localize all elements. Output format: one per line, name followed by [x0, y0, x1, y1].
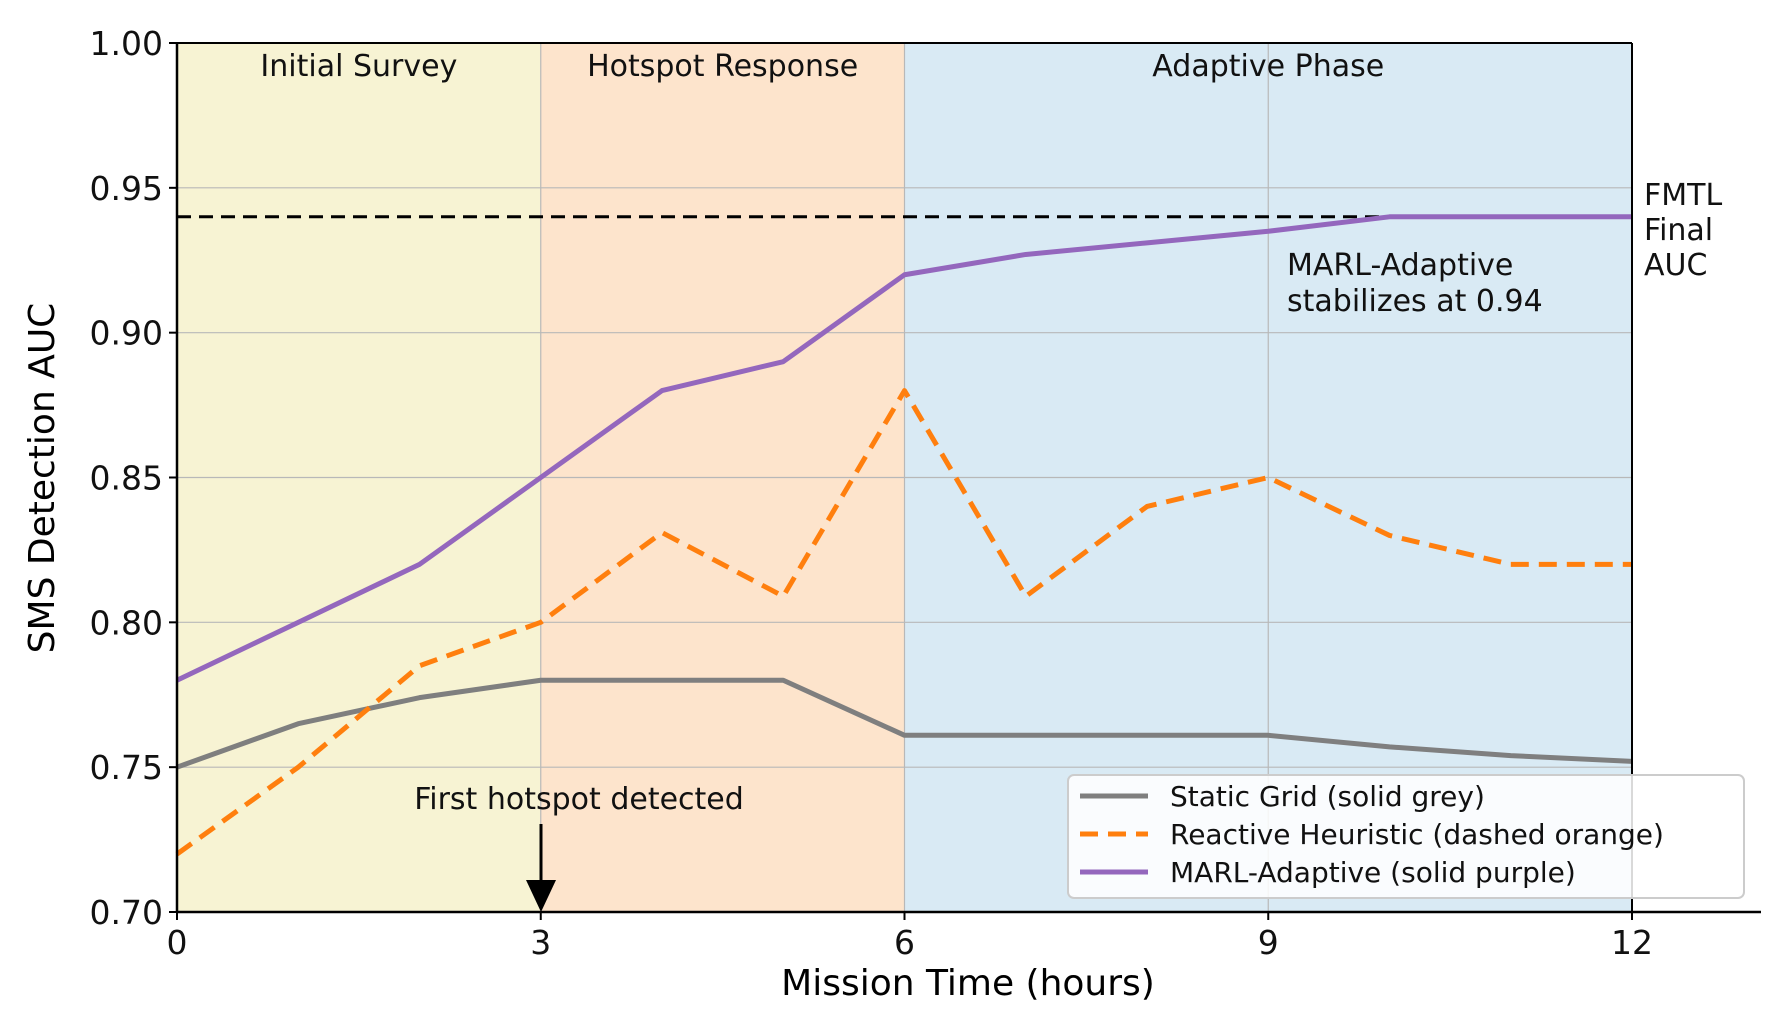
x-tick-label: 6	[894, 923, 915, 962]
y-tick-label: 0.95	[90, 169, 163, 208]
y-tick-label: 0.75	[90, 748, 163, 787]
y-tick-label: 0.80	[90, 603, 163, 642]
series-line-0	[176, 677, 1633, 770]
phase-labels: Initial Survey Hotspot Response Adaptive P…	[260, 49, 1384, 84]
series-line-2	[175, 214, 1632, 683]
phase-label: Hotspot Response	[587, 49, 858, 84]
fmtl-label-line-1: FMTL	[1644, 178, 1722, 213]
fmtl-label-line-2: Final	[1644, 213, 1713, 248]
down-arrow-icon	[526, 824, 556, 912]
y-tick-label: 0.90	[90, 314, 163, 353]
y-tick-label: 1.00	[90, 24, 163, 63]
x-axis-label: Mission Time (hours)	[781, 963, 1155, 1004]
hotspot-annotation: First hotspot detected	[414, 782, 744, 817]
x-tick-label: 0	[167, 923, 188, 962]
y-tick-label: 0.70	[90, 893, 163, 932]
x-tick-label: 12	[1611, 923, 1653, 962]
fmtl-label-line-3: AUC	[1644, 248, 1707, 283]
y-tick-label: 0.85	[90, 459, 163, 498]
y-axis-label: SMS Detection AUC	[22, 303, 63, 654]
x-tick-label: 3	[530, 923, 551, 962]
phase-label: Adaptive Phase	[1152, 49, 1384, 84]
legend-label-0: Static Grid (solid grey)	[1170, 780, 1485, 813]
stabilize-annotation-line-2: stabilizes at 0.94	[1287, 284, 1543, 319]
x-tick-label: 9	[1258, 923, 1279, 962]
stabilize-annotation-line-1: MARL-Adaptive	[1287, 248, 1513, 283]
legend: Static Grid (solid grey) Reactive Heurist…	[1067, 774, 1745, 899]
legend-label-1: Reactive Heuristic (dashed orange)	[1170, 818, 1664, 851]
series-line-1	[175, 388, 1632, 857]
series-lines	[175, 214, 1633, 857]
tick-labels: 0.70 0.75 0.80 0.85 0.90 0.95 1.00 0 3 6 9 12	[90, 24, 1653, 962]
legend-label-2: MARL-Adaptive (solid purple)	[1170, 856, 1576, 889]
phase-label: Initial Survey	[260, 49, 457, 84]
